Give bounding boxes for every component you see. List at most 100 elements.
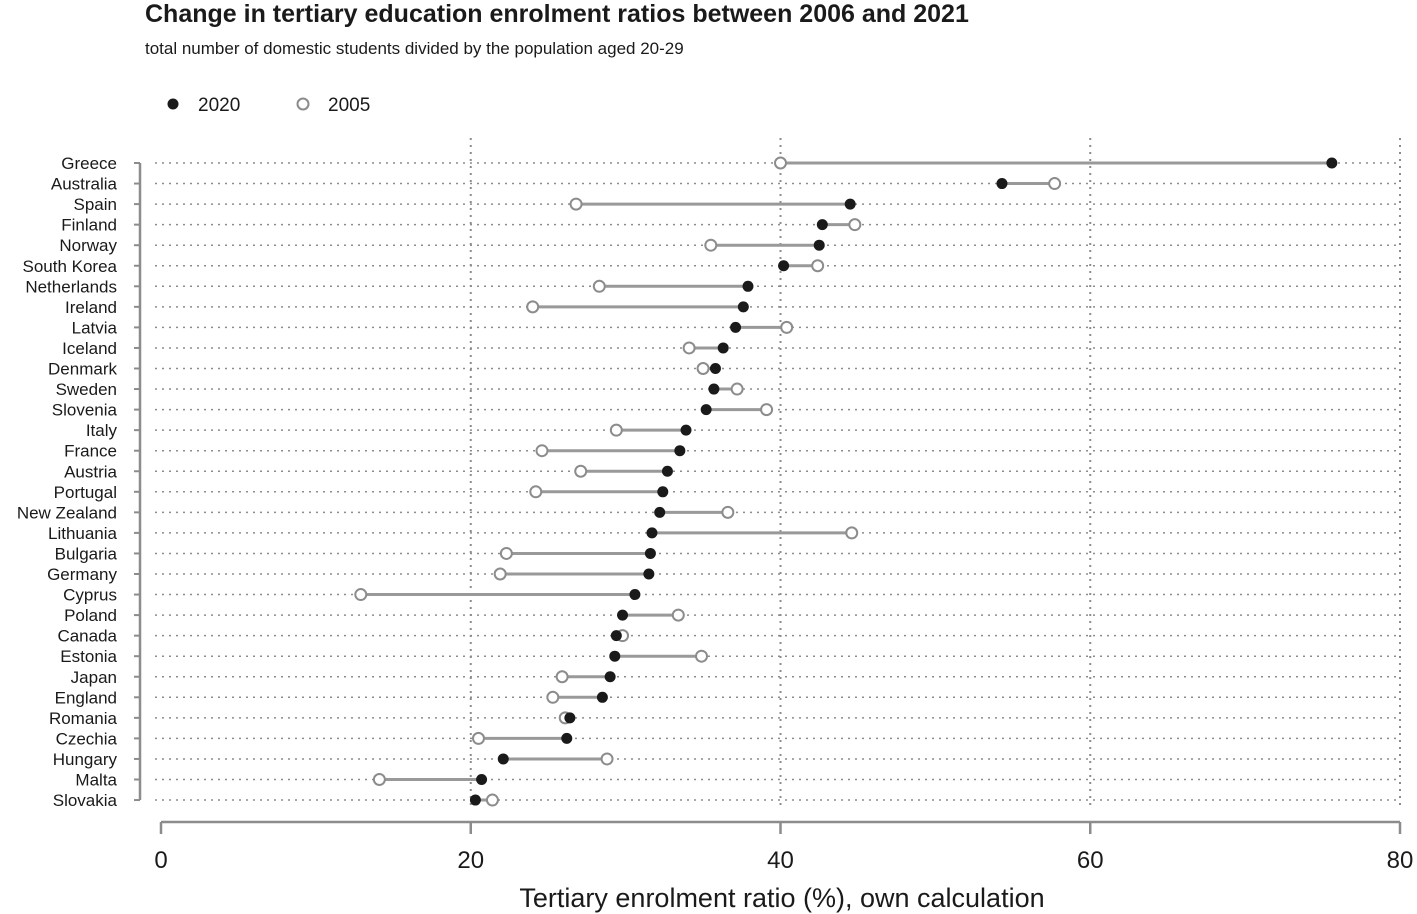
x-tick-label: 0 <box>154 847 167 874</box>
point-2020 <box>657 486 669 498</box>
point-2005 <box>704 238 718 252</box>
legend-marker-2020 <box>167 98 179 110</box>
point-2005 <box>372 773 386 786</box>
point-2020 <box>617 609 629 621</box>
legend-marker-2005 <box>296 97 310 111</box>
y-tick-label: Finland <box>61 216 117 235</box>
point-2020 <box>717 342 729 354</box>
x-tick-labels: 0 20 40 60 80 <box>154 847 1413 874</box>
y-tick-label: Slovenia <box>52 401 118 420</box>
legend-label-2005: 2005 <box>328 95 370 116</box>
point-2020 <box>737 301 749 313</box>
point-2020 <box>674 445 686 457</box>
point-2005 <box>569 197 583 211</box>
point-2005 <box>730 382 744 396</box>
point-2020 <box>609 650 621 662</box>
y-tick-label: Norway <box>59 236 117 255</box>
point-2005 <box>555 670 569 684</box>
point-2005 <box>535 444 549 458</box>
point-2005 <box>493 567 507 581</box>
point-2005 <box>848 218 862 232</box>
y-tick-label: Bulgaria <box>55 544 118 563</box>
point-2005 <box>485 793 499 807</box>
y-tick-label: Czechia <box>56 729 118 748</box>
x-axis-title: Tertiary enrolment ratio (%), own calcul… <box>519 883 1044 913</box>
point-2005 <box>592 279 606 293</box>
chart-marks <box>354 156 1338 807</box>
y-tick-label: Latvia <box>72 318 118 337</box>
point-2020 <box>730 321 742 333</box>
y-tick-label: Netherlands <box>25 277 117 296</box>
x-tick-label: 20 <box>457 847 484 874</box>
point-2020 <box>680 424 692 436</box>
point-2020 <box>610 630 622 642</box>
point-2005 <box>845 526 859 540</box>
point-2005 <box>1048 177 1062 191</box>
y-tick-label: Italy <box>86 421 118 440</box>
point-2020 <box>497 753 509 765</box>
point-2005 <box>499 546 513 560</box>
point-2005 <box>682 341 696 355</box>
grid <box>134 138 1402 834</box>
point-2005 <box>354 588 368 602</box>
point-2020 <box>778 260 790 272</box>
point-2020 <box>561 732 573 744</box>
point-2020 <box>700 404 712 416</box>
point-2020 <box>564 712 576 724</box>
legend: 2020 2005 <box>167 95 370 116</box>
point-2020 <box>476 774 488 785</box>
point-2020 <box>816 219 828 231</box>
y-tick-label: Cyprus <box>63 586 117 605</box>
y-tick-label: Poland <box>64 606 117 625</box>
point-2005 <box>529 485 543 499</box>
chart-subtitle: total number of domestic students divide… <box>145 39 684 58</box>
y-tick-label: South Korea <box>22 257 117 276</box>
y-tick-label: Portugal <box>54 483 117 502</box>
point-2020 <box>646 527 658 539</box>
point-2020 <box>604 671 616 683</box>
x-tick-label: 60 <box>1077 847 1104 874</box>
y-tick-label: Hungary <box>53 750 118 769</box>
y-tick-label: England <box>55 688 117 707</box>
y-tick-label: Australia <box>51 175 118 194</box>
point-2005 <box>600 752 614 766</box>
point-2020 <box>629 589 641 601</box>
point-2020 <box>654 506 666 518</box>
x-tick-label: 40 <box>767 847 794 874</box>
point-2005 <box>721 505 735 519</box>
point-2005 <box>774 156 787 170</box>
point-2005 <box>546 690 560 704</box>
x-tick-label: 80 <box>1387 847 1414 874</box>
y-tick-label: Spain <box>74 195 117 214</box>
point-2020 <box>596 691 608 703</box>
point-2020 <box>644 547 656 559</box>
y-tick-label: Germany <box>47 565 117 584</box>
legend-label-2020: 2020 <box>198 95 240 116</box>
y-tick-label: Estonia <box>60 647 117 666</box>
point-2020 <box>742 280 754 292</box>
point-2020 <box>813 239 825 251</box>
point-2005 <box>780 320 794 334</box>
y-tick-label: Japan <box>71 668 117 687</box>
point-2020 <box>643 568 655 580</box>
point-2005 <box>526 300 540 314</box>
y-tick-label: France <box>64 442 117 461</box>
point-2005 <box>609 423 623 437</box>
y-tick-label: Denmark <box>48 360 117 379</box>
y-tick-label: Austria <box>64 462 117 481</box>
point-2005 <box>574 464 588 478</box>
y-tick-label: Lithuania <box>48 524 118 543</box>
point-2020 <box>709 363 721 374</box>
point-2005 <box>471 731 485 745</box>
y-tick-label: Iceland <box>62 339 117 358</box>
chart-title: Change in tertiary education enrolment r… <box>145 0 969 28</box>
point-2005 <box>760 403 774 417</box>
y-tick-label: Malta <box>75 771 117 790</box>
point-2020 <box>996 178 1008 190</box>
point-2005 <box>671 608 685 622</box>
y-tick-label: Canada <box>57 627 117 646</box>
y-tick-label: Greece <box>61 154 117 173</box>
point-2020 <box>708 383 720 395</box>
